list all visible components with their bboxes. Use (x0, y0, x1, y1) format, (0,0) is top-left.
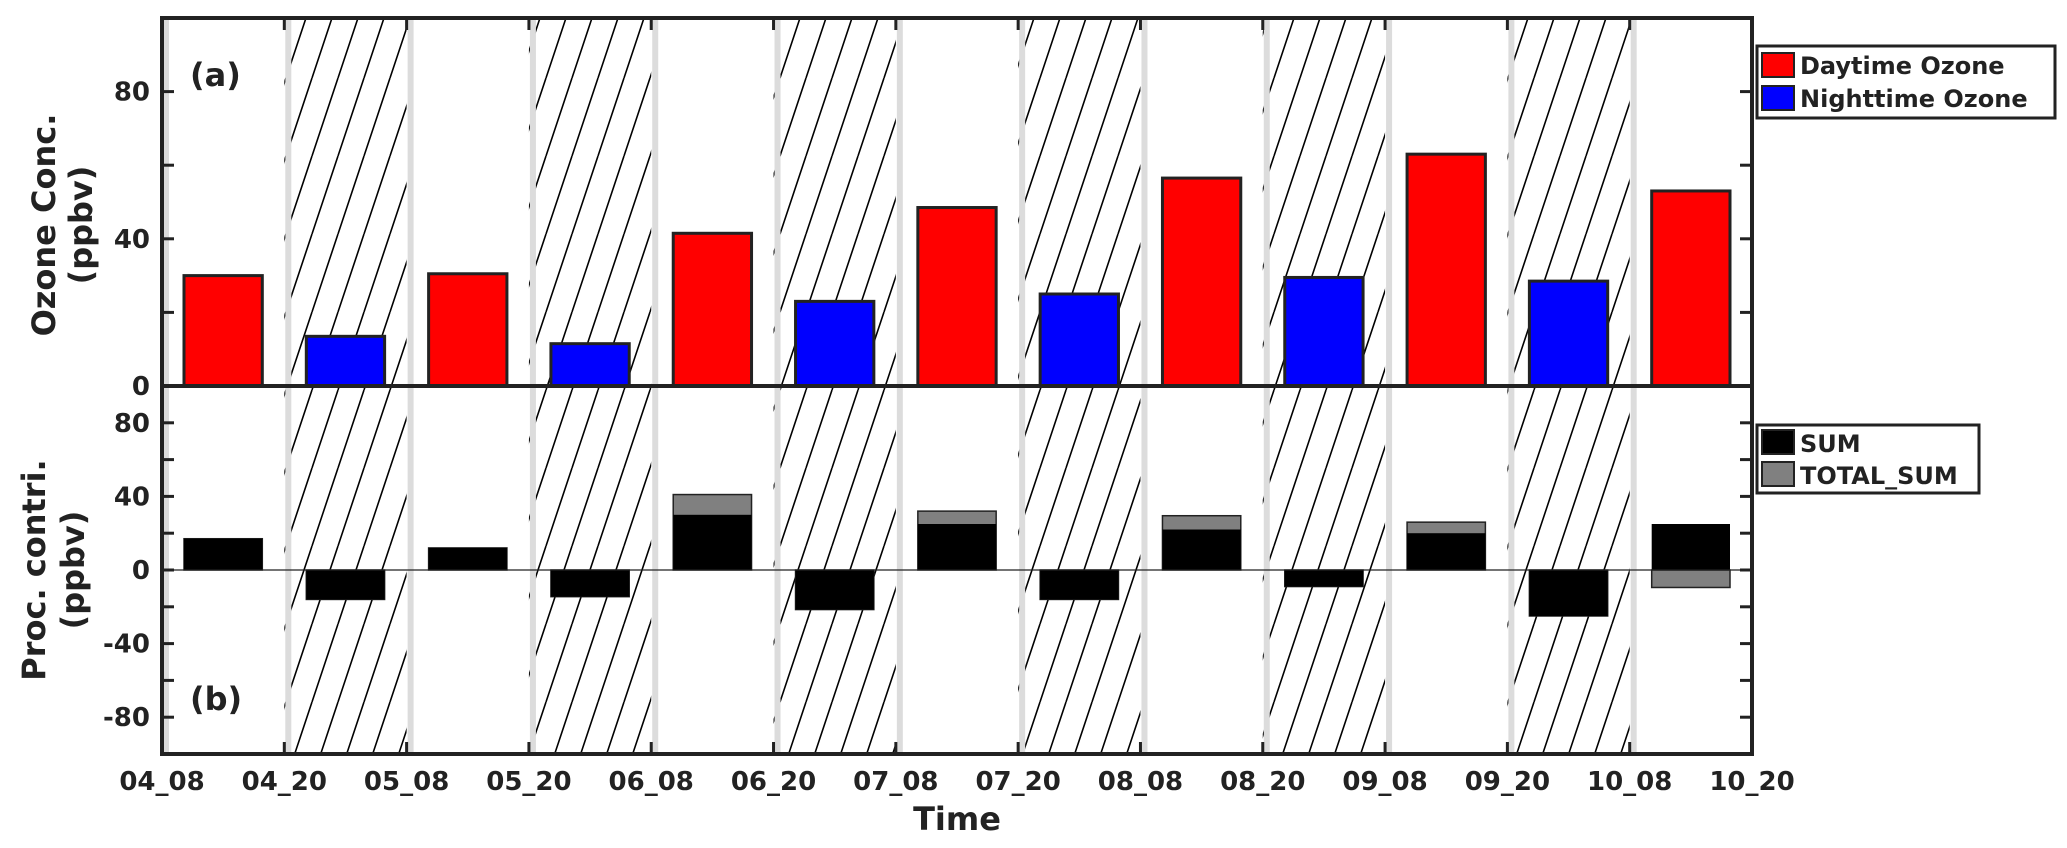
bar-sum (1040, 570, 1119, 600)
bar-sum (1651, 524, 1730, 570)
legend-label-total-sum: TOTAL_SUM (1800, 462, 1958, 490)
x-axis: 04_08 04_20 05_08 05_20 06_08 06_20 07_08 07_20… (119, 18, 1795, 797)
legend-label-nighttime-ozone: Nighttime Ozone (1800, 85, 2028, 113)
x-tick-label: 09_20 (1465, 767, 1550, 797)
bar-nighttime-ozone (1038, 292, 1120, 388)
y-tick-label: 80 (114, 78, 150, 108)
panel-a-legend: Daytime Ozone Nighttime Ozone (1755, 44, 2057, 120)
x-tick-label: 07_08 (853, 767, 938, 797)
bar-sum (917, 524, 997, 570)
panel-a-ylabel-line2: (ppbv) (62, 166, 100, 285)
x-tick-label: 04_08 (119, 767, 204, 797)
y-tick-label: -40 (103, 630, 150, 660)
bar-sum (673, 514, 752, 570)
bar-daytime-ozone (182, 274, 264, 388)
legend-swatch-daytime-ozone (1761, 52, 1795, 78)
x-tick-label: 05_20 (486, 767, 571, 797)
x-tick-label: 08_08 (1098, 767, 1183, 797)
legend-swatch-total-sum (1761, 461, 1795, 487)
y-tick-label: 0 (132, 556, 150, 586)
y-tick-label: 80 (114, 409, 150, 439)
x-axis-title: Time (913, 800, 1001, 838)
panel-a-label: (a) (190, 56, 241, 94)
bar-daytime-ozone (1405, 152, 1487, 388)
bar-total-sum (1650, 569, 1731, 589)
y-tick-label: 0 (132, 372, 150, 402)
panel-a-ozone-concentration: 0 40 80 (a) Ozone Conc. (ppbv) Daytime Ozo… (25, 16, 2057, 402)
bar-daytime-ozone (916, 206, 998, 388)
legend-swatch-nighttime-ozone (1761, 85, 1795, 111)
panel-a-legend-box (1755, 44, 2057, 120)
x-tick-label: 05_08 (364, 767, 449, 797)
x-tick-label: 09_08 (1342, 767, 1427, 797)
y-tick-label: -80 (103, 703, 150, 733)
panel-b-legend: SUM TOTAL_SUM (1755, 423, 1981, 495)
x-tick-label: 08_20 (1220, 767, 1305, 797)
legend-label-sum: SUM (1800, 430, 1861, 458)
bar-sum (428, 547, 507, 570)
bar-nighttime-ozone (304, 334, 387, 388)
bar-sum (1407, 533, 1486, 570)
bar-daytime-ozone (1160, 176, 1243, 388)
bar-sum (550, 570, 630, 597)
panel-b-bars (183, 493, 1731, 617)
x-tick-label: 06_08 (609, 767, 694, 797)
panel-b-process-contribution: -80 -40 0 40 80 (b) Proc. contri. (ppbv) SUM… (15, 384, 1981, 756)
panel-b-frame (160, 384, 1754, 756)
night-hatch-band (528, 18, 652, 386)
bar-nighttime-ozone (1283, 275, 1365, 388)
bar-sum (1284, 570, 1364, 587)
legend-swatch-sum (1761, 429, 1795, 455)
bar-daytime-ozone (427, 272, 509, 388)
x-tick-label: 10_08 (1587, 767, 1672, 797)
y-tick-label: 40 (114, 225, 150, 255)
panel-b-label: (b) (190, 680, 242, 718)
bar-daytime-ozone (671, 231, 754, 388)
bar-nighttime-ozone (549, 342, 631, 388)
bar-daytime-ozone (1650, 189, 1732, 388)
bar-sum (184, 538, 263, 570)
panel-b-ylabel-line2: (ppbv) (54, 511, 92, 630)
x-tick-label: 07_20 (975, 767, 1060, 797)
bar-sum (1162, 529, 1241, 570)
y-tick-label: 40 (114, 482, 150, 512)
night-hatch-band (284, 18, 407, 386)
bar-nighttime-ozone (794, 299, 876, 388)
x-tick-label: 04_20 (242, 767, 327, 797)
bar-sum (306, 570, 385, 600)
panel-b-ylabel-line1: Proc. contri. (15, 459, 53, 680)
panel-a-bars (182, 152, 1732, 388)
x-tick-label: 06_20 (731, 767, 816, 797)
bar-nighttime-ozone (1527, 279, 1610, 388)
panel-a-ylabel-line1: Ozone Conc. (25, 114, 63, 337)
bar-sum (795, 570, 874, 610)
legend-label-daytime-ozone: Daytime Ozone (1800, 52, 2005, 80)
bar-sum (1529, 570, 1608, 616)
x-tick-label: 10_20 (1709, 767, 1794, 797)
